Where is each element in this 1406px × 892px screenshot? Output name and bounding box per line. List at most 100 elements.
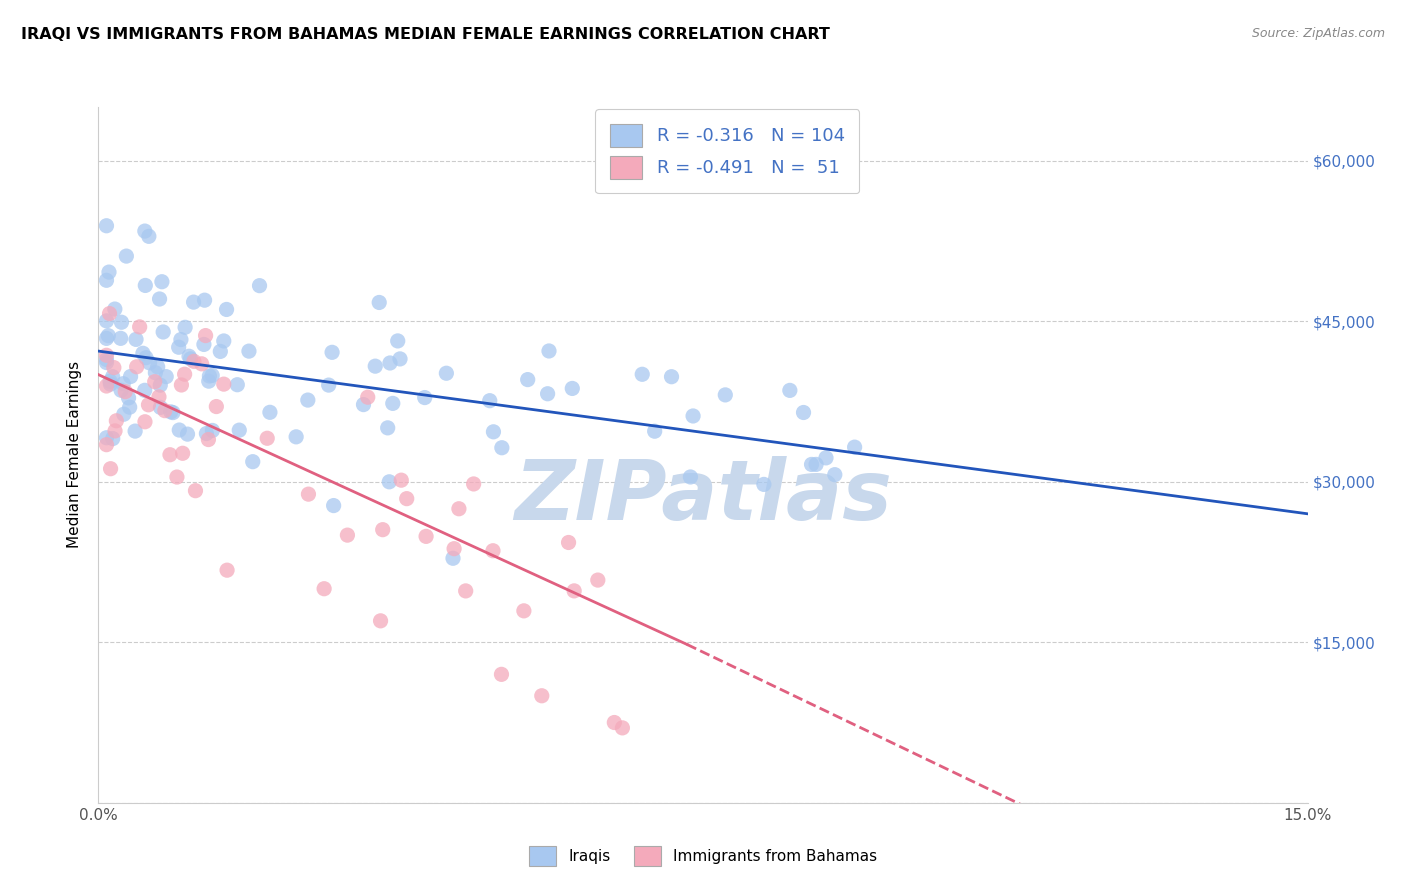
Point — [612, 721, 634, 735]
Text: Source: ZipAtlas.com: Source: ZipAtlas.com — [1251, 27, 1385, 40]
Point — [125, 359, 148, 374]
Point — [153, 403, 176, 417]
Text: ZIPatlas: ZIPatlas — [515, 456, 891, 537]
Point — [125, 332, 148, 346]
Point — [173, 368, 195, 382]
Point — [174, 320, 197, 334]
Point — [110, 383, 132, 397]
Point — [198, 368, 221, 383]
Point — [387, 334, 409, 348]
Point — [447, 501, 470, 516]
Point — [98, 377, 121, 392]
Point — [183, 295, 205, 310]
Point — [114, 384, 136, 399]
Point — [134, 278, 156, 293]
Point — [169, 423, 191, 437]
Point — [96, 314, 118, 328]
Point — [536, 386, 558, 401]
Point — [381, 396, 404, 410]
Point — [138, 229, 160, 244]
Point — [184, 483, 207, 498]
Point — [368, 295, 391, 310]
Point — [562, 583, 585, 598]
Point — [413, 391, 436, 405]
Point — [336, 528, 359, 542]
Point — [516, 373, 538, 387]
Point — [194, 293, 217, 308]
Point — [101, 369, 124, 384]
Point — [138, 398, 160, 412]
Point — [190, 357, 212, 371]
Point — [172, 446, 194, 460]
Point — [98, 307, 121, 321]
Point — [149, 378, 172, 392]
Point — [96, 431, 118, 445]
Point — [148, 292, 170, 306]
Point — [170, 333, 193, 347]
Point — [321, 345, 343, 359]
Point — [353, 398, 375, 412]
Point — [256, 431, 278, 445]
Point — [118, 400, 141, 414]
Point — [482, 543, 505, 558]
Point — [454, 583, 477, 598]
Point — [395, 491, 418, 506]
Point — [134, 384, 156, 398]
Point — [603, 715, 626, 730]
Point — [104, 301, 127, 316]
Point — [228, 423, 250, 437]
Point — [110, 315, 132, 329]
Point — [197, 374, 219, 388]
Point — [491, 441, 513, 455]
Point — [117, 391, 139, 405]
Point — [322, 499, 344, 513]
Point — [159, 448, 181, 462]
Point — [752, 477, 775, 491]
Point — [138, 356, 160, 370]
Point — [371, 523, 394, 537]
Point — [378, 356, 401, 370]
Point — [259, 405, 281, 419]
Point — [434, 366, 457, 380]
Point — [146, 359, 169, 374]
Point — [226, 377, 249, 392]
Point — [482, 425, 505, 439]
Point — [215, 302, 238, 317]
Point — [537, 343, 560, 358]
Point — [176, 427, 198, 442]
Point — [143, 375, 166, 389]
Point — [183, 354, 205, 368]
Point — [682, 409, 704, 423]
Point — [631, 368, 654, 382]
Point — [212, 377, 235, 392]
Point — [212, 334, 235, 348]
Point — [389, 473, 412, 487]
Point — [242, 455, 264, 469]
Point — [96, 355, 118, 369]
Point — [824, 467, 846, 482]
Point — [96, 438, 118, 452]
Point — [557, 535, 579, 549]
Point — [145, 366, 167, 380]
Point — [103, 360, 125, 375]
Point — [96, 273, 118, 287]
Point — [112, 376, 135, 391]
Point — [96, 219, 118, 233]
Point — [318, 378, 340, 392]
Point — [800, 458, 823, 472]
Point — [170, 378, 193, 392]
Point — [115, 249, 138, 263]
Point — [134, 224, 156, 238]
Point — [152, 325, 174, 339]
Point — [135, 351, 157, 365]
Y-axis label: Median Female Earnings: Median Female Earnings — [67, 361, 83, 549]
Point — [197, 433, 219, 447]
Point — [167, 340, 190, 354]
Legend: Iraqis, Immigrants from Bahamas: Iraqis, Immigrants from Bahamas — [523, 840, 883, 871]
Point — [661, 369, 683, 384]
Point — [100, 461, 122, 475]
Point — [96, 348, 118, 362]
Point — [112, 407, 135, 421]
Point — [217, 563, 239, 577]
Point — [415, 529, 437, 543]
